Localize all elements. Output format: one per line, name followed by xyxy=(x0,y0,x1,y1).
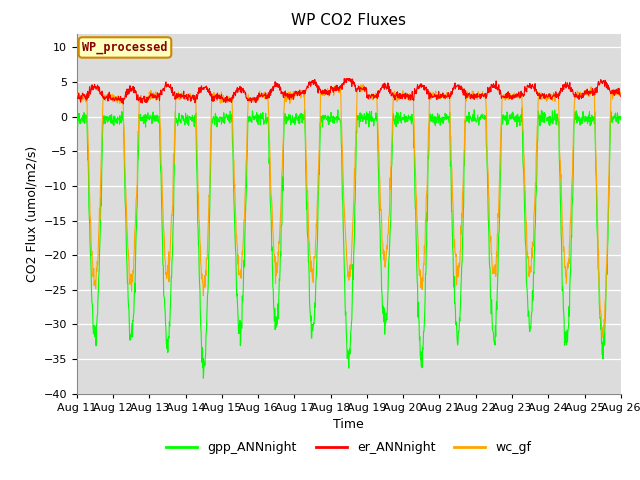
gpp_ANNnight xyxy=(255,115,263,120)
er_ANNnight xyxy=(553,94,561,99)
er_ANNnight xyxy=(434,93,442,99)
wc_gf xyxy=(255,94,262,100)
wc_gf xyxy=(598,334,606,340)
gpp_ANNnight xyxy=(200,375,207,381)
gpp_ANNnight xyxy=(504,119,512,125)
Title: WP CO2 Fluxes: WP CO2 Fluxes xyxy=(291,13,406,28)
er_ANNnight xyxy=(181,93,189,98)
gpp_ANNnight xyxy=(518,105,526,111)
gpp_ANNnight xyxy=(73,120,81,125)
wc_gf xyxy=(194,171,202,177)
gpp_ANNnight xyxy=(433,117,441,122)
Line: gpp_ANNnight: gpp_ANNnight xyxy=(77,108,620,378)
Y-axis label: CO2 Flux (umol/m2/s): CO2 Flux (umol/m2/s) xyxy=(25,145,38,282)
wc_gf xyxy=(73,94,81,99)
Line: wc_gf: wc_gf xyxy=(77,84,620,337)
X-axis label: Time: Time xyxy=(333,418,364,431)
wc_gf xyxy=(433,96,441,102)
wc_gf xyxy=(616,90,624,96)
wc_gf xyxy=(359,82,367,87)
Legend: gpp_ANNnight, er_ANNnight, wc_gf: gpp_ANNnight, er_ANNnight, wc_gf xyxy=(161,436,536,459)
wc_gf xyxy=(180,93,188,98)
Text: WP_processed: WP_processed xyxy=(82,41,168,54)
wc_gf xyxy=(504,97,512,103)
er_ANNnight xyxy=(73,93,81,98)
Line: er_ANNnight: er_ANNnight xyxy=(77,79,620,104)
gpp_ANNnight xyxy=(553,119,561,124)
er_ANNnight xyxy=(616,93,624,99)
gpp_ANNnight xyxy=(616,117,624,122)
er_ANNnight xyxy=(340,76,348,82)
er_ANNnight xyxy=(505,92,513,98)
wc_gf xyxy=(552,91,560,96)
gpp_ANNnight xyxy=(194,219,202,225)
er_ANNnight xyxy=(255,90,263,96)
gpp_ANNnight xyxy=(180,120,188,125)
er_ANNnight xyxy=(194,89,202,95)
er_ANNnight xyxy=(120,101,127,107)
